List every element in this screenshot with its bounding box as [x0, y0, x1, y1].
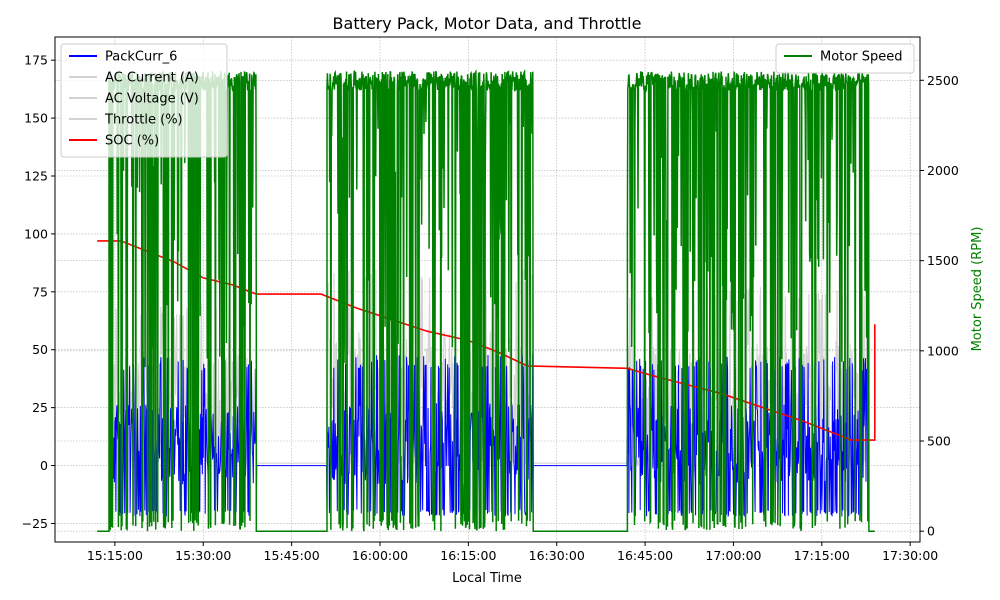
y-tick-label: 25 — [32, 400, 48, 415]
legend-label: Throttle (%) — [104, 113, 183, 128]
legend-left: PackCurr_6 AC Current (A) AC Voltage (V) Th… — [60, 43, 228, 158]
plot-frame — [54, 36, 921, 543]
x-tick-label: 15:15:00 — [87, 548, 143, 563]
x-tick-label: 16:45:00 — [617, 548, 673, 563]
y-tick-label: 150 — [24, 111, 48, 126]
x-tick-label: 16:00:00 — [352, 548, 408, 563]
chart-title: Battery Pack, Motor Data, and Throttle — [333, 14, 642, 33]
x-tick-label: 16:15:00 — [440, 548, 496, 563]
y-tick-label: −25 — [22, 516, 48, 531]
y-tick-label: 125 — [24, 168, 48, 183]
x-tick-label: 15:45:00 — [264, 548, 320, 563]
y2-tick-label: 0 — [927, 524, 935, 539]
y-tick-label: 0 — [40, 458, 48, 473]
legend-label: PackCurr_6 — [105, 50, 177, 65]
y-tick-label: 175 — [24, 53, 48, 68]
x-tick-label: 15:30:00 — [175, 548, 231, 563]
legend-label: Motor Speed — [820, 50, 902, 65]
legend-right: Motor Speed — [775, 43, 915, 74]
legend-box — [60, 43, 228, 158]
x-tick-label: 17:30:00 — [882, 548, 938, 563]
right-y-axis-label: Motor Speed (RPM) — [970, 227, 985, 352]
plot-area: 15:15:00 15:30:00 15:45:00 16:00:00 16:15:00… — [22, 36, 959, 563]
y2-tick-label: 1000 — [927, 343, 959, 358]
y-tick-label: 75 — [32, 284, 48, 299]
x-tick-label: 17:00:00 — [705, 548, 761, 563]
legend-box — [775, 43, 915, 74]
x-axis-label: Local Time — [452, 571, 522, 586]
y2-tick-label: 1500 — [927, 253, 959, 268]
y2-tick-label: 2500 — [927, 73, 959, 88]
y-tick-label: 100 — [24, 226, 48, 241]
legend-label: AC Current (A) — [105, 71, 199, 86]
legend-label: AC Voltage (V) — [105, 92, 199, 107]
y2-tick-label: 500 — [927, 434, 951, 449]
y-tick-label: 50 — [32, 342, 48, 357]
legend-label: SOC (%) — [105, 134, 159, 149]
x-tick-label: 16:30:00 — [529, 548, 585, 563]
y2-tick-label: 2000 — [927, 163, 959, 178]
x-tick-label: 17:15:00 — [794, 548, 850, 563]
